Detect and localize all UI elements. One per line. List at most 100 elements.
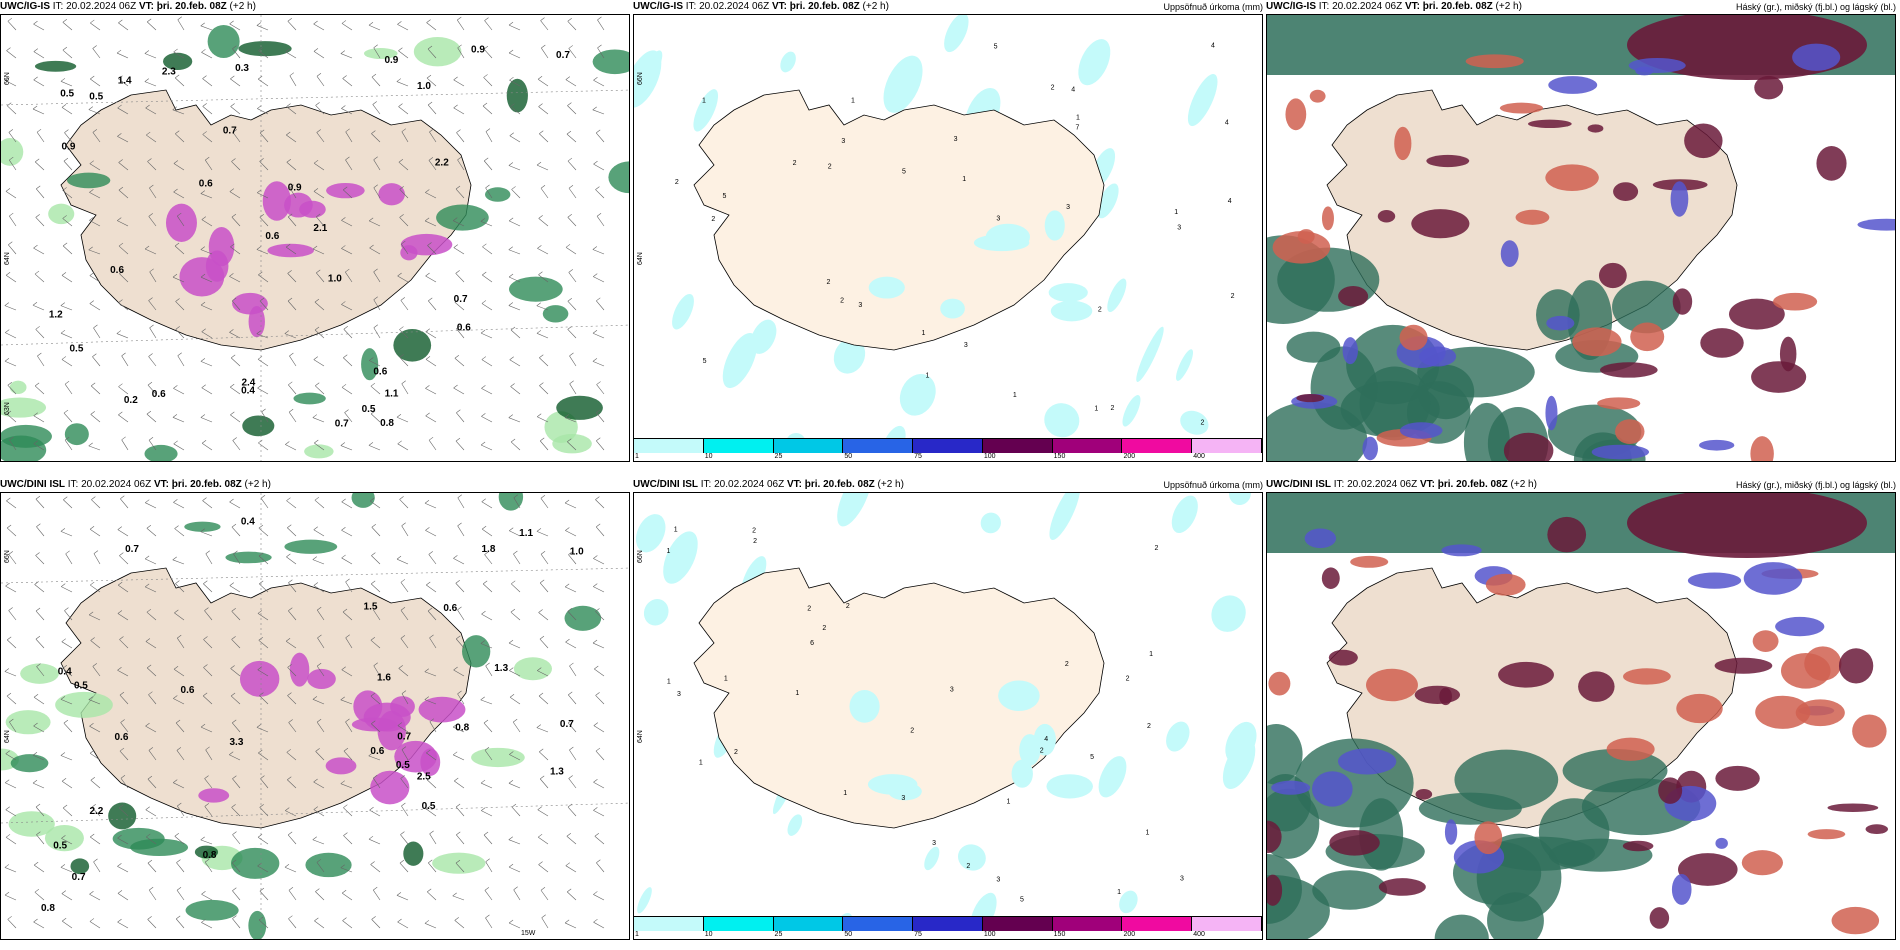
wind-barb-flag <box>230 354 236 359</box>
wind-barb-flag <box>508 246 513 250</box>
value-label: 1 <box>1006 798 1010 805</box>
wind-barb-flag <box>200 273 206 278</box>
wind-barb <box>119 273 129 283</box>
wind-barb-flag <box>373 44 378 49</box>
wind-barb <box>373 665 381 677</box>
wind-barb-flag <box>230 383 235 388</box>
wind-barb <box>397 921 409 929</box>
wind-barb-flag <box>428 297 433 302</box>
wind-barb <box>232 890 241 901</box>
wind-barb-flag <box>453 76 458 81</box>
wind-barb <box>453 79 465 87</box>
cloud-area <box>1599 362 1658 378</box>
value-label: 2 <box>675 179 679 186</box>
wind-barb-flag <box>480 640 486 644</box>
cloud-area <box>1714 657 1773 674</box>
cloud-area <box>1838 648 1874 684</box>
wind-barb-flag <box>594 833 600 837</box>
wind-barb <box>90 414 101 423</box>
wind-barb <box>173 443 185 451</box>
value-label: 5 <box>994 43 998 50</box>
precip-area <box>485 187 511 202</box>
map-panel-cloud: UWC/IG-IS IT: 20.02.2024 06Z VT: þri. 20… <box>1266 0 1896 462</box>
wind-barb-flag <box>33 861 39 866</box>
value-label: 0.7 <box>556 50 570 61</box>
wind-barb-flag <box>314 439 319 444</box>
wind-barb-flag <box>65 550 70 555</box>
wind-barb <box>176 862 185 873</box>
wind-barb <box>482 246 493 255</box>
wind-barb-flag <box>256 22 262 26</box>
wind-barb <box>593 725 605 733</box>
wind-barb <box>145 502 157 509</box>
wind-barb <box>397 24 409 31</box>
wind-barb-flag <box>596 129 601 134</box>
wind-barb-flag <box>92 45 97 49</box>
wind-barb <box>287 21 297 31</box>
wind-barb-flag <box>287 270 292 274</box>
wind-barb-flag <box>538 609 543 613</box>
wind-barb-flag <box>539 382 544 386</box>
wind-barb-flag <box>177 634 182 639</box>
wind-barb-flag <box>540 437 545 442</box>
precip-area <box>1044 210 1065 241</box>
wind-barb <box>288 610 297 621</box>
value-label: 0.5 <box>74 681 88 692</box>
wind-barb-flag <box>536 724 542 728</box>
wind-barb-flag <box>485 662 490 667</box>
wind-barb <box>117 669 129 677</box>
wind-barb <box>287 779 297 789</box>
precip-area <box>1180 410 1209 435</box>
wind-barb <box>396 81 409 87</box>
wind-barb-flag <box>508 414 513 418</box>
wind-barb-flag <box>401 128 407 132</box>
wind-barb-flag <box>340 442 346 446</box>
wind-barb-flag <box>510 383 515 387</box>
wind-barb-flag <box>8 607 13 611</box>
wind-barb-flag <box>539 579 545 584</box>
wind-barb <box>397 275 409 283</box>
value-label: 1 <box>702 98 706 105</box>
value-label: 0.5 <box>60 89 74 100</box>
wind-barb <box>425 331 437 339</box>
wind-barb-flag <box>455 580 460 584</box>
value-label: 3 <box>932 840 936 847</box>
wind-barb-flag <box>508 863 514 868</box>
value-label: 2 <box>734 749 738 756</box>
wind-barb <box>569 749 577 761</box>
wind-barb-flag <box>397 21 402 25</box>
wind-barb <box>231 216 241 227</box>
wind-barb-flag <box>509 694 515 698</box>
value-label: 1 <box>1076 114 1080 121</box>
wind-barb-flag <box>35 607 41 612</box>
wind-barb <box>60 81 73 87</box>
wind-barb-flag <box>456 635 461 640</box>
wind-barb <box>480 444 493 451</box>
value-label: 1.0 <box>417 81 431 92</box>
wind-barb-flag <box>567 803 573 808</box>
wind-barb <box>284 333 297 339</box>
wind-barb-flag <box>89 890 94 895</box>
wind-barb <box>565 247 577 255</box>
wind-barb-flag <box>145 104 150 109</box>
wind-barb <box>259 217 269 227</box>
value-label: 0.5 <box>396 760 410 771</box>
wind-barb <box>340 867 353 873</box>
wind-barb-flag <box>568 269 573 273</box>
wind-barb-flag <box>508 273 514 278</box>
wind-barb-flag <box>345 268 350 273</box>
wind-barb <box>373 777 381 789</box>
wind-barb <box>36 666 45 677</box>
value-label: 5 <box>703 358 707 365</box>
wind-barb-flag <box>373 886 378 891</box>
wind-barb-flag <box>117 217 122 221</box>
wind-barb-flag <box>201 49 206 53</box>
wind-barb-flag <box>537 833 543 838</box>
wind-barb-flag <box>148 353 153 357</box>
precip-area <box>672 293 694 330</box>
wind-barb-flag <box>149 184 154 189</box>
wind-barb-flag <box>231 213 237 218</box>
wind-barb-flag <box>229 273 234 277</box>
cloud-area <box>1378 878 1426 896</box>
value-label: 2.4 <box>241 377 255 388</box>
